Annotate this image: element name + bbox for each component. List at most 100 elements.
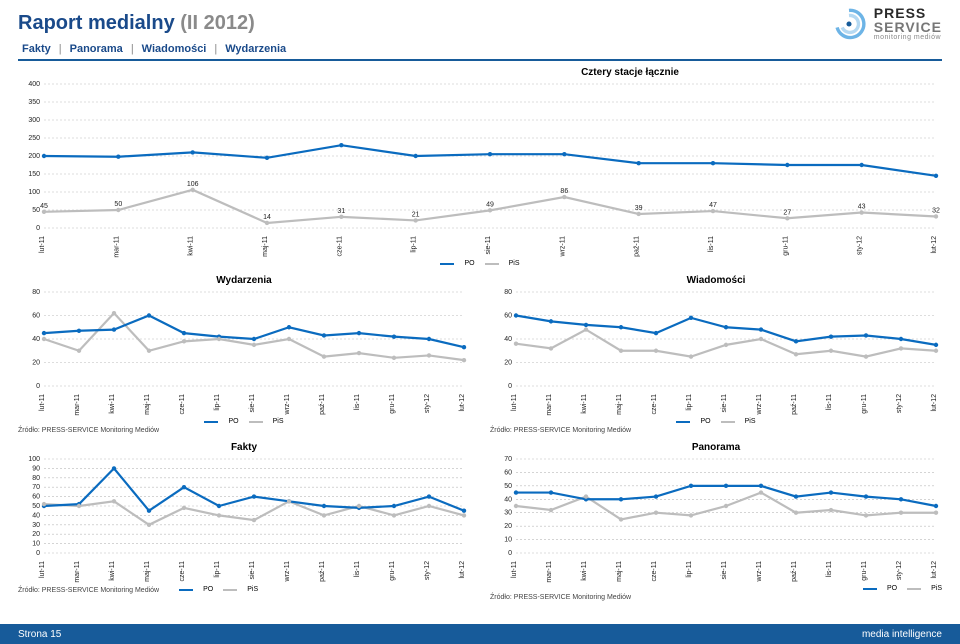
legend-pis-swatch [223,589,237,591]
main-chart-title: Cztery stacje łącznie [318,67,942,78]
chart-title: Fakty [18,442,470,453]
svg-text:lis-11: lis-11 [354,394,361,410]
svg-text:gru-11: gru-11 [389,394,396,414]
svg-text:27: 27 [783,209,791,216]
tab-wiadomosci[interactable]: Wiadomości [138,43,211,55]
svg-text:100: 100 [28,456,40,463]
svg-text:lut-11: lut-11 [39,394,46,411]
panorama-chart: 010203040506070lut-11mar-11kwi-11maj-11c… [490,455,942,585]
legend-po-label: PO [464,260,474,267]
legend-po-swatch [204,421,218,423]
svg-text:90: 90 [32,465,40,472]
legend-pis-label: PiS [745,418,756,425]
svg-text:paź-11: paź-11 [791,561,798,582]
separator: | [210,43,221,55]
swirl-icon [832,7,866,41]
svg-text:lut-12: lut-12 [931,394,938,412]
legend-po-swatch [440,263,454,265]
svg-text:sty-12: sty-12 [424,561,431,580]
logo-line1: PRESS [874,6,942,20]
svg-text:32: 32 [932,207,940,214]
svg-text:30: 30 [32,522,40,529]
legend-po-swatch [863,588,877,590]
svg-text:sty-12: sty-12 [896,394,903,413]
chart-wiadomosci-wrap: Wiadomości 020406080lut-11mar-11kwi-11ma… [490,275,942,434]
page-number: Strona 15 [18,629,61,640]
chart-fakty-wrap: Fakty 0102030405060708090100lut-11mar-11… [18,442,470,601]
svg-text:200: 200 [28,153,40,160]
svg-text:14: 14 [263,214,271,221]
wiadomosci-chart: 020406080lut-11mar-11kwi-11maj-11cze-11l… [490,288,942,418]
svg-text:lut-11: lut-11 [39,236,46,253]
main-chart: 050100150200250300350400lut-11mar-11kwi-… [18,80,942,260]
svg-text:350: 350 [28,99,40,106]
legend-po-label: PO [228,418,238,425]
svg-text:0: 0 [36,225,40,232]
brand-logo: PRESS SERVICE monitoring mediów [832,6,942,41]
separator: | [55,43,66,55]
svg-text:sie-11: sie-11 [249,394,256,413]
svg-text:sie-11: sie-11 [249,561,256,580]
source-text: Źródło: PRESS-SERVICE Monitoring Mediów [490,594,942,601]
svg-text:lut-11: lut-11 [511,394,518,411]
svg-text:40: 40 [32,512,40,519]
svg-text:gru-11: gru-11 [861,394,868,414]
svg-text:lut-12: lut-12 [459,394,466,412]
svg-text:lis-11: lis-11 [354,561,361,577]
svg-text:10: 10 [32,541,40,548]
legend-pis-swatch [721,421,735,423]
tab-fakty[interactable]: Fakty [18,43,55,55]
fakty-chart: 0102030405060708090100lut-11mar-11kwi-11… [18,455,470,585]
svg-text:sie-11: sie-11 [721,394,728,413]
svg-text:mar-11: mar-11 [74,561,81,583]
charts-area: Cztery stacje łącznie 050100150200250300… [0,67,960,601]
source-text: Źródło: PRESS-SERVICE Monitoring Mediów [18,587,159,594]
svg-text:lip-11: lip-11 [686,394,693,411]
chart-title: Wiadomości [490,275,942,286]
legend-pis-label: PiS [509,260,520,267]
svg-text:gru-11: gru-11 [389,561,396,581]
report-title: Raport medialny (II 2012) [18,12,255,35]
svg-text:50: 50 [504,483,512,490]
svg-text:70: 70 [32,484,40,491]
svg-text:20: 20 [32,531,40,538]
svg-text:kwi-11: kwi-11 [581,394,588,414]
svg-text:maj-11: maj-11 [144,394,151,415]
svg-text:lis-11: lis-11 [826,394,833,410]
svg-text:sie-11: sie-11 [721,561,728,580]
svg-text:40: 40 [504,496,512,503]
footer-brand: media intelligence [862,629,942,640]
svg-text:sie-11: sie-11 [485,236,492,255]
svg-text:kwi-11: kwi-11 [581,561,588,581]
title-main: Raport medialny [18,12,175,34]
legend-pis-swatch [907,588,921,590]
svg-text:400: 400 [28,81,40,88]
svg-text:mar-11: mar-11 [113,236,120,258]
svg-text:60: 60 [504,313,512,320]
svg-text:70: 70 [504,456,512,463]
svg-text:sty-12: sty-12 [857,236,864,255]
svg-text:50: 50 [32,503,40,510]
legend: PO PiS [179,586,258,593]
svg-text:250: 250 [28,135,40,142]
svg-text:86: 86 [560,188,568,195]
wydarzenia-chart: 020406080lut-11mar-11kwi-11maj-11cze-11l… [18,288,470,418]
svg-text:lip-11: lip-11 [214,561,221,578]
svg-text:cze-11: cze-11 [651,394,658,415]
svg-text:gru-11: gru-11 [861,561,868,581]
svg-text:60: 60 [32,313,40,320]
legend: PO PiS [490,418,942,425]
svg-text:20: 20 [504,523,512,530]
svg-text:wrz-11: wrz-11 [559,236,566,258]
header-divider [18,59,942,61]
svg-text:0: 0 [36,550,40,557]
svg-text:31: 31 [337,208,345,215]
legend-po-label: PO [700,418,710,425]
svg-text:maj-11: maj-11 [616,561,623,582]
tab-panorama[interactable]: Panorama [66,43,127,55]
tab-wydarzenia[interactable]: Wydarzenia [221,43,290,55]
svg-text:0: 0 [508,383,512,390]
source-text: Źródło: PRESS-SERVICE Monitoring Mediów [18,427,470,434]
svg-text:lut-12: lut-12 [459,561,466,579]
svg-text:lut-12: lut-12 [931,561,938,579]
